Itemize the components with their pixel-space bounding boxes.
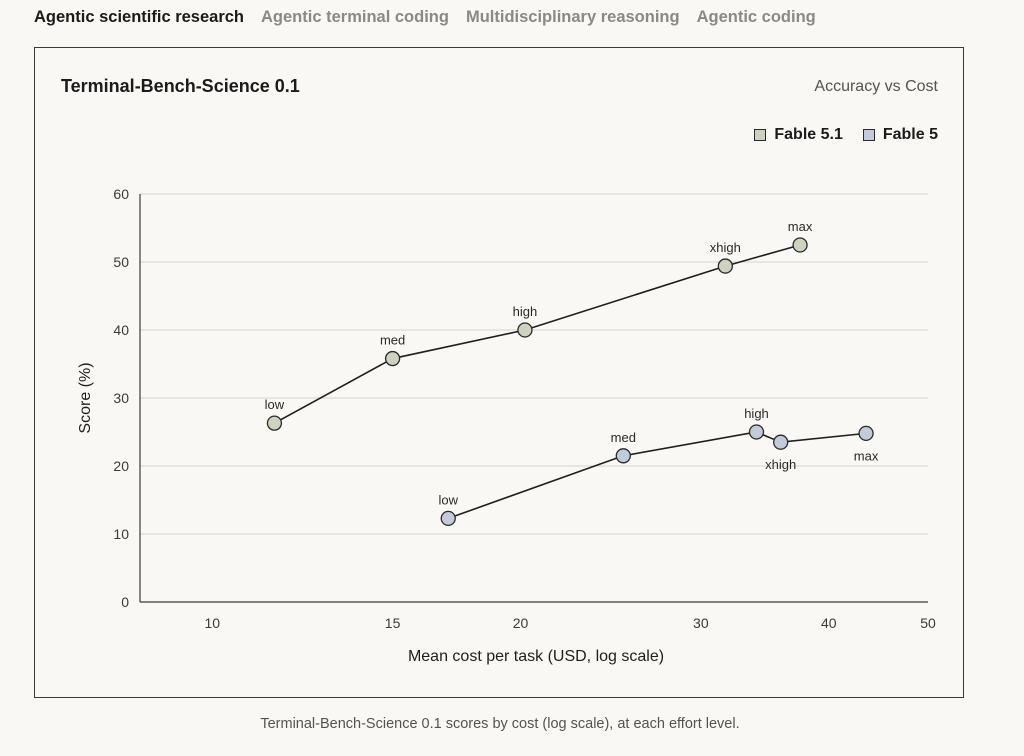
data-label-fable-5: max	[854, 448, 879, 463]
tab-agentic-coding[interactable]: Agentic coding	[696, 8, 816, 26]
x-tick-label: 30	[693, 615, 709, 631]
x-tick-label: 50	[920, 615, 936, 631]
y-tick-label: 10	[113, 526, 129, 542]
legend-label-fable-5: Fable 5	[882, 126, 938, 143]
chart-card: Terminal-Bench-Science 0.1 Accuracy vs C…	[34, 47, 964, 698]
x-tick-label: 20	[513, 615, 529, 631]
figure-caption: Terminal-Bench-Science 0.1 scores by cos…	[260, 716, 740, 732]
legend-swatch-fable-5-1	[754, 129, 767, 141]
tab-agentic-scientific-research[interactable]: Agentic scientific research	[34, 8, 245, 26]
legend-label-fable-5-1: Fable 5.1	[774, 126, 843, 143]
y-tick-label: 50	[113, 254, 129, 270]
y-tick-label: 30	[113, 390, 129, 406]
x-tick-label: 40	[821, 615, 837, 631]
series-line-fable-5	[447, 431, 867, 520]
data-label-fable-5-1: med	[380, 333, 405, 348]
chart-legend: Fable 5.1 Fable 5	[754, 126, 938, 144]
data-label-fable-5-1: max	[788, 219, 813, 234]
data-label-fable-5-1: high	[513, 304, 538, 319]
y-tick-label: 60	[113, 186, 129, 202]
data-point-fable-5	[773, 434, 789, 450]
data-label-fable-5: high	[744, 406, 769, 421]
data-point-fable-5	[858, 425, 874, 442]
data-point-fable-5-1	[266, 415, 283, 431]
y-axis-label: Score (%)	[77, 362, 94, 433]
x-axis-label: Mean cost per task (USD, log scale)	[408, 648, 664, 665]
legend-item-fable-5: Fable 5	[862, 126, 938, 144]
data-point-fable-5-1	[517, 322, 533, 338]
legend-swatch-fable-5	[862, 129, 875, 141]
data-label-fable-5: med	[611, 430, 636, 445]
data-label-fable-5-1: low	[265, 397, 285, 412]
legend-item-fable-5-1: Fable 5.1	[754, 126, 843, 144]
tab-multidisciplinary-reasoning[interactable]: Multidisciplinary reasoning	[465, 8, 680, 26]
benchmark-tabs: Agentic scientific research Agentic term…	[34, 8, 816, 27]
y-tick-label: 0	[121, 594, 129, 610]
chart-subtitle: Accuracy vs Cost	[814, 78, 938, 95]
x-tick-label: 10	[204, 615, 220, 631]
tab-agentic-terminal-coding[interactable]: Agentic terminal coding	[261, 8, 449, 26]
data-label-fable-5: xhigh	[765, 457, 796, 472]
data-point-fable-5	[440, 510, 456, 527]
data-label-fable-5: low	[438, 492, 458, 507]
data-label-fable-5-1: xhigh	[710, 240, 741, 255]
data-point-fable-5-1	[384, 350, 401, 367]
chart-plot: 0 10 20 30 40 50 60 10 15 20 30 40 50 Mean cost per t…	[77, 186, 936, 665]
x-tick-label: 15	[385, 615, 401, 631]
data-point-fable-5	[748, 424, 765, 440]
y-tick-label: 20	[113, 458, 129, 474]
chart-title: Terminal-Bench-Science 0.1	[61, 76, 300, 96]
data-point-fable-5-1	[792, 237, 808, 253]
data-point-fable-5	[615, 448, 631, 464]
y-tick-label: 40	[113, 322, 129, 338]
data-point-fable-5-1	[717, 258, 733, 274]
